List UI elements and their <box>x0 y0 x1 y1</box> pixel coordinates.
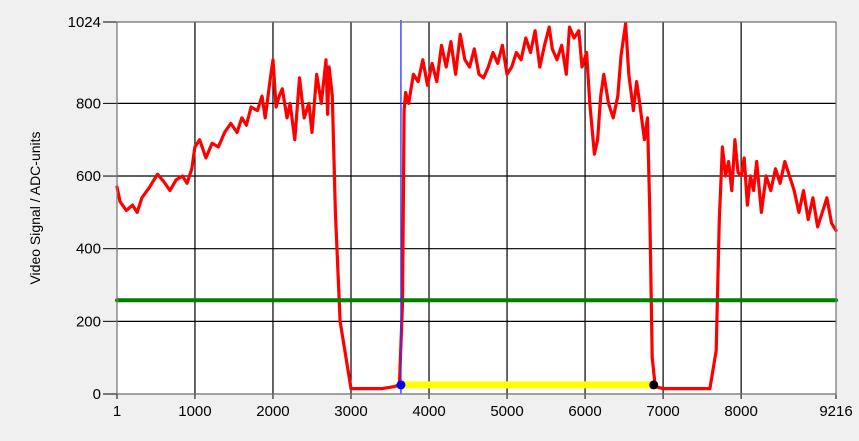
y-tick-label: 400 <box>76 241 101 258</box>
x-tick-label: 1000 <box>178 403 211 420</box>
y-tick-label: 0 <box>93 386 101 403</box>
end-marker <box>649 380 659 390</box>
x-tick-label: 6000 <box>568 403 601 420</box>
x-tick-label: 2000 <box>256 403 289 420</box>
plot-frame <box>116 21 837 395</box>
y-axis-label: Video Signal / ADC-units <box>27 131 43 284</box>
y-tick-label: 800 <box>76 95 101 112</box>
x-tick-label: 7000 <box>646 403 679 420</box>
x-tick-label: 1 <box>113 403 121 420</box>
y-tick-label: 1024 <box>68 14 101 31</box>
x-tick-label: 5000 <box>490 403 523 420</box>
y-tick-label: 600 <box>76 168 101 185</box>
x-tick-label: 8000 <box>724 403 757 420</box>
start-marker <box>396 380 406 390</box>
axes: 1 1000 2000 3000 4000 5000 6000 7000 8000 9216 0 20… <box>68 14 853 420</box>
x-tick-label: 4000 <box>412 403 445 420</box>
x-tick-label: 9216 <box>819 403 852 420</box>
x-tick-label: 3000 <box>334 403 367 420</box>
series-layer <box>115 21 838 391</box>
plot-area <box>117 22 836 394</box>
overlay-layer <box>396 20 659 394</box>
y-tick-label: 200 <box>76 313 101 330</box>
signal-series-line <box>115 21 838 391</box>
